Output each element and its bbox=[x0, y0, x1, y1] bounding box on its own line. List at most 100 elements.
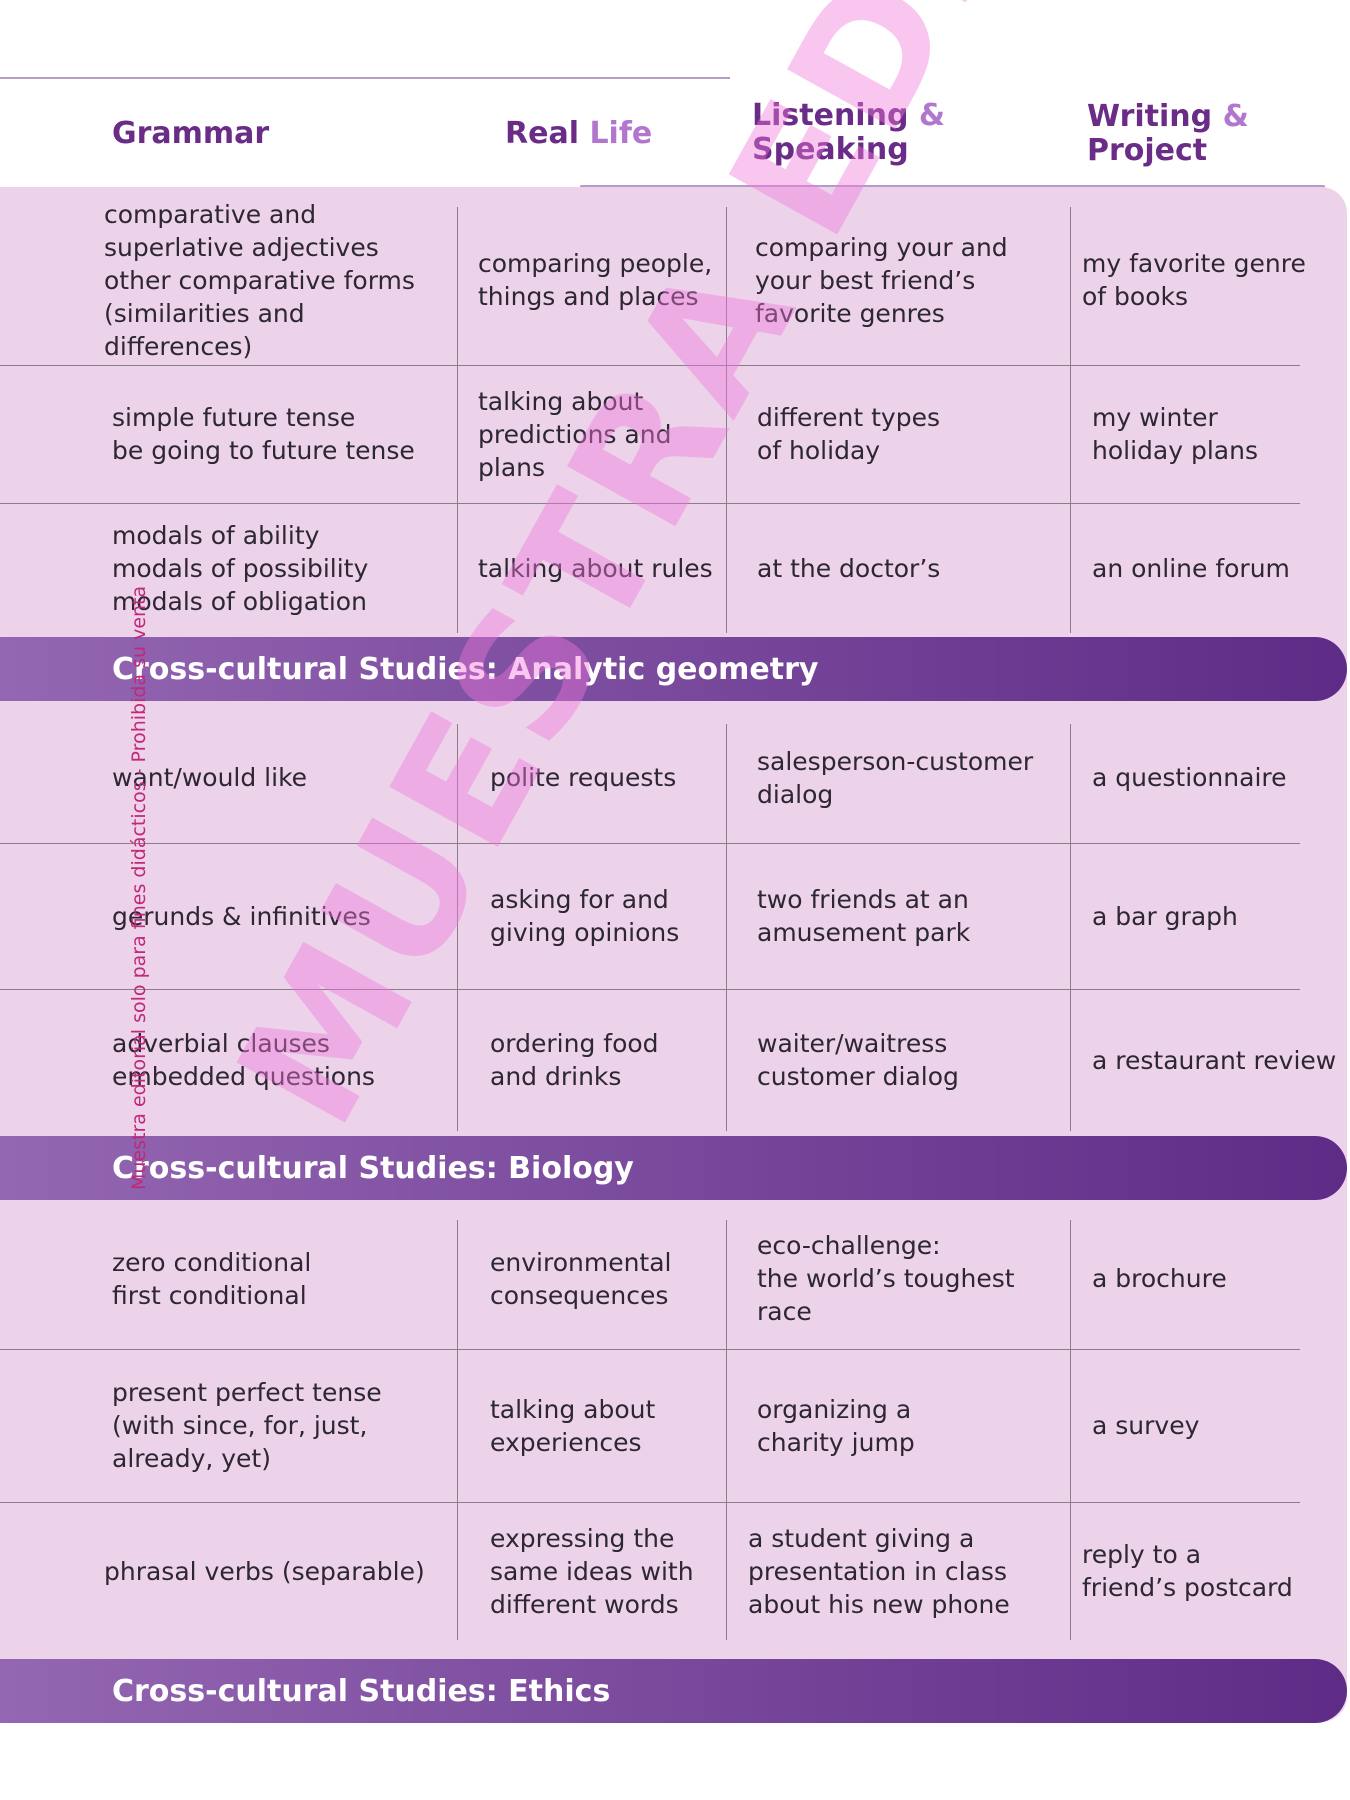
cell-line: things and places bbox=[478, 282, 699, 311]
cell-line: (similarities and differences) bbox=[104, 298, 305, 361]
cell-real-life: talking about predictions and plans bbox=[478, 365, 728, 503]
cell-line: a survey bbox=[1092, 1411, 1200, 1440]
cell-grammar: modals of ability modals of possibility mo… bbox=[112, 503, 457, 633]
column-divider bbox=[726, 724, 727, 1131]
cell-line: modals of obligation bbox=[112, 586, 367, 616]
cell-line: expressing the bbox=[490, 1523, 675, 1553]
cell-line: talking about bbox=[490, 1394, 656, 1424]
header-real-life: Real Life bbox=[505, 116, 653, 151]
header-writing-project: Writing & Project bbox=[1087, 99, 1249, 168]
cell-grammar: simple future tense be going to future te… bbox=[112, 365, 457, 503]
cell-listening: different types of holiday bbox=[757, 365, 1087, 503]
cell-line: want/would like bbox=[112, 763, 308, 792]
cell-real-life: polite requests bbox=[490, 712, 740, 843]
cell-writing: a bar graph bbox=[1092, 843, 1342, 989]
row-divider bbox=[0, 843, 1300, 844]
cell-line: modals of ability bbox=[112, 520, 320, 550]
cell-listening: organizing a charity jump bbox=[757, 1349, 1087, 1502]
cell-real-life: asking for and giving opinions bbox=[490, 843, 740, 989]
cell-line: your best friend’s bbox=[755, 265, 976, 295]
cell-writing: my winter holiday plans bbox=[1092, 365, 1342, 503]
cell-line: talking about bbox=[478, 386, 644, 416]
cell-line: (with since, for, just, bbox=[112, 1411, 368, 1440]
cell-line: a questionnaire bbox=[1092, 763, 1287, 792]
cell-line: reply to a bbox=[1082, 1540, 1202, 1569]
cell-line: asking for and bbox=[490, 885, 669, 914]
column-divider bbox=[1070, 1220, 1071, 1640]
cell-real-life: talking about experiences bbox=[490, 1349, 740, 1502]
cell-listening: at the doctor’s bbox=[757, 503, 1087, 633]
cell-real-life: expressing the same ideas with different w… bbox=[490, 1502, 740, 1640]
column-divider bbox=[1070, 207, 1071, 633]
row-divider bbox=[0, 503, 1300, 504]
cell-line: a student giving a bbox=[748, 1523, 975, 1553]
cell-line: zero conditional bbox=[112, 1247, 312, 1277]
cell-line: predictions and bbox=[478, 419, 672, 449]
cell-line: first conditional bbox=[112, 1280, 307, 1310]
cell-listening: eco-challenge: the world’s toughest race bbox=[757, 1208, 1087, 1349]
cell-writing: a survey bbox=[1092, 1349, 1342, 1502]
cell-line: phrasal verbs (separable) bbox=[104, 1556, 425, 1586]
cell-line: and drinks bbox=[490, 1062, 622, 1091]
cell-line: other comparative forms bbox=[104, 265, 415, 295]
cell-line: favorite genres bbox=[755, 298, 945, 328]
cell-listening: a student giving a presentation in class a… bbox=[748, 1502, 1078, 1640]
column-divider bbox=[457, 207, 458, 633]
column-divider bbox=[726, 1220, 727, 1640]
cell-line: presentation in class bbox=[748, 1556, 1007, 1586]
cell-line: be going to future tense bbox=[112, 436, 415, 465]
header-rule bbox=[580, 185, 1325, 188]
cell-line: different types bbox=[757, 403, 940, 432]
cell-grammar: zero conditional first conditional bbox=[112, 1208, 457, 1349]
cell-line: organizing a bbox=[757, 1394, 912, 1424]
cell-line: plans bbox=[478, 452, 546, 482]
cell-line: the world’s toughest bbox=[757, 1264, 1015, 1293]
cell-line: different words bbox=[490, 1589, 679, 1619]
cell-line: my winter bbox=[1092, 403, 1218, 432]
cell-grammar: adverbial clauses embedded questions bbox=[112, 989, 457, 1131]
cell-real-life: talking about rules bbox=[478, 503, 728, 633]
cell-line: a restaurant review bbox=[1092, 1045, 1337, 1075]
cell-line: holiday plans bbox=[1092, 436, 1258, 465]
cell-line: comparing people, bbox=[478, 249, 713, 278]
cell-line: amusement park bbox=[757, 918, 971, 947]
cell-grammar: comparative and superlative adjectives oth… bbox=[104, 195, 449, 365]
cell-line: talking about rules bbox=[478, 553, 713, 583]
row-divider bbox=[0, 1349, 1300, 1350]
cell-real-life: environmental consequences bbox=[490, 1208, 740, 1349]
cell-line: salesperson-customer bbox=[757, 746, 1034, 776]
cell-line: two friends at an bbox=[757, 885, 969, 914]
cell-line: charity jump bbox=[757, 1427, 915, 1457]
cell-line: customer dialog bbox=[757, 1062, 959, 1091]
cell-line: polite requests bbox=[490, 763, 677, 792]
cell-line: simple future tense bbox=[112, 403, 356, 432]
cell-listening: comparing your and your best friend’s favo… bbox=[755, 195, 1085, 365]
row-divider bbox=[0, 989, 1300, 990]
row-divider bbox=[0, 1502, 1300, 1503]
cell-line: about his new phone bbox=[748, 1589, 1010, 1619]
cell-writing: my favorite genre of books bbox=[1082, 195, 1332, 365]
content-panel bbox=[0, 187, 1347, 1722]
row-divider bbox=[0, 365, 1300, 366]
cell-line: comparative and bbox=[104, 199, 317, 229]
section-banner: Cross-cultural Studies: Analytic geometr… bbox=[0, 637, 1347, 701]
column-divider bbox=[1070, 724, 1071, 1131]
cell-real-life: comparing people, things and places bbox=[478, 195, 728, 365]
cell-line: gerunds & infinitives bbox=[112, 901, 371, 931]
cell-writing: a brochure bbox=[1092, 1208, 1342, 1349]
cell-line: eco-challenge: bbox=[757, 1231, 941, 1260]
cell-line: already, yet) bbox=[112, 1444, 271, 1473]
cell-line: ordering food bbox=[490, 1029, 659, 1058]
cell-line: at the doctor’s bbox=[757, 553, 941, 583]
cell-line: dialog bbox=[757, 779, 834, 809]
cell-grammar: present perfect tense (with since, for, j… bbox=[112, 1349, 457, 1502]
cell-line: consequences bbox=[490, 1280, 669, 1310]
cell-line: friend’s postcard bbox=[1082, 1573, 1293, 1602]
cell-listening: salesperson-customer dialog bbox=[757, 712, 1087, 843]
cell-line: superlative adjectives bbox=[104, 232, 379, 262]
cell-writing: a restaurant review bbox=[1092, 989, 1342, 1131]
cell-line: giving opinions bbox=[490, 918, 680, 947]
cell-line: embedded questions bbox=[112, 1062, 375, 1091]
cell-grammar: want/would like bbox=[112, 712, 457, 843]
cell-line: a brochure bbox=[1092, 1264, 1227, 1293]
